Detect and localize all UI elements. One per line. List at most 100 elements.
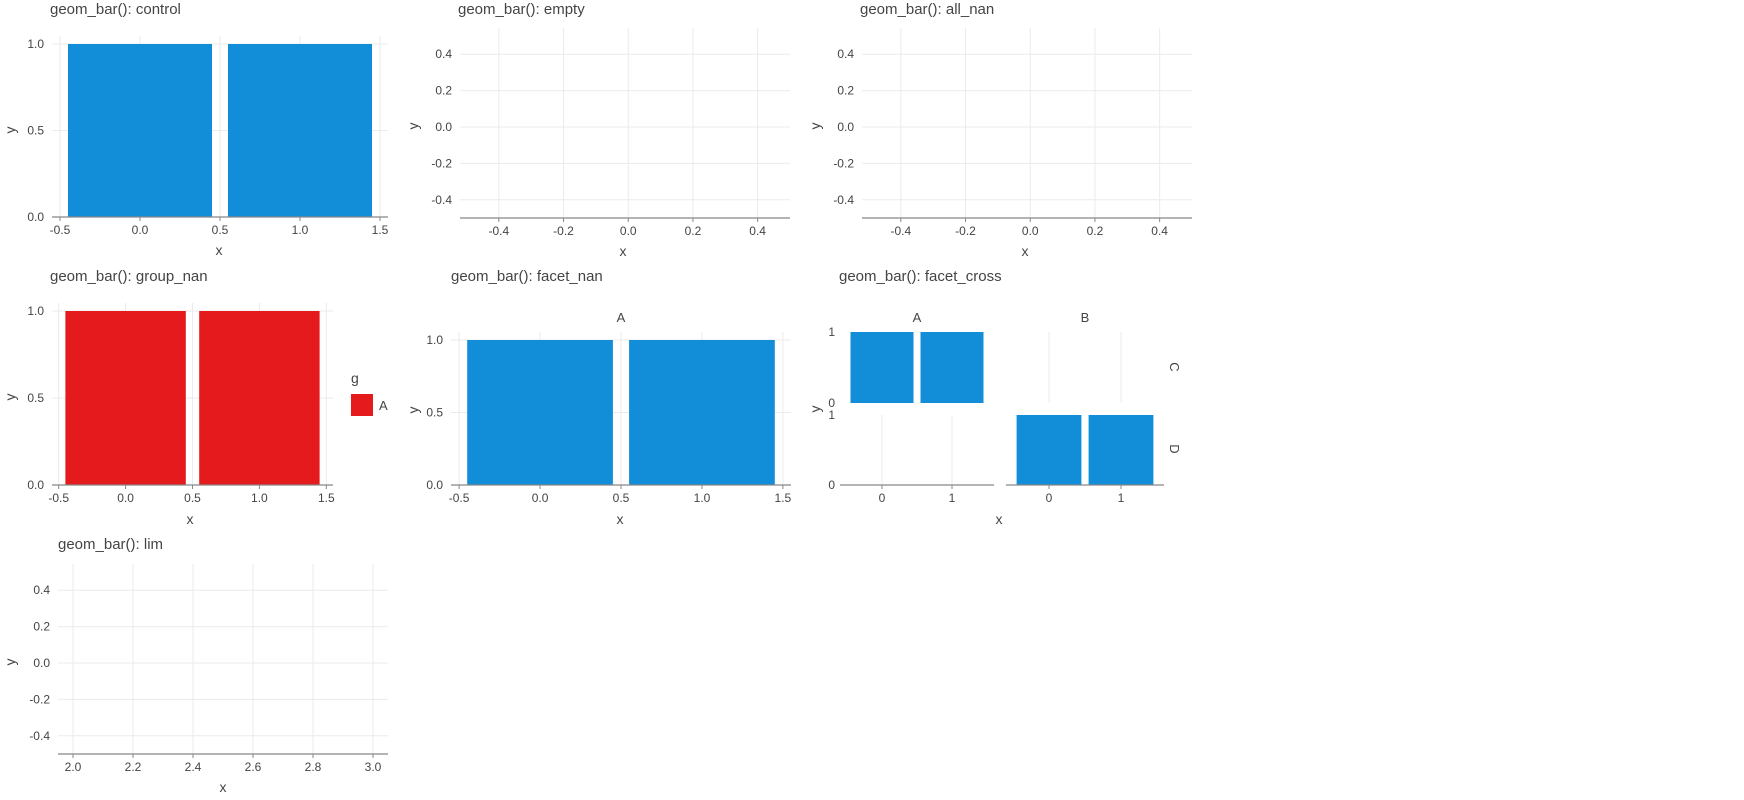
facet-cross-x-tick-label: 0	[1046, 491, 1053, 505]
empty-y-tick-label: 0.0	[435, 120, 452, 134]
lim-y-tick-label: -0.4	[29, 729, 50, 743]
all_nan-y-tick-label: 0.4	[837, 47, 854, 61]
empty-y-axis-title: y	[405, 123, 421, 130]
facet-cross-y-axis-title: y	[807, 406, 823, 413]
empty-x-tick-label: -0.4	[488, 224, 509, 238]
chart-title-control: geom_bar(): control	[50, 1, 181, 18]
all_nan-y-tick-label: 0.0	[837, 120, 854, 134]
facet-cross-x-tick-label: 1	[949, 491, 956, 505]
all_nan-y-axis-title: y	[807, 123, 823, 130]
facet-cross-col-strip: A	[913, 310, 922, 325]
group_nan-y-axis-title: y	[2, 394, 18, 401]
chart-title-empty: geom_bar(): empty	[458, 1, 585, 18]
control-x-tick-label: -0.5	[50, 223, 71, 237]
facet_nan-strip-label: A	[617, 310, 626, 325]
empty-x-tick-label: 0.2	[685, 224, 702, 238]
lim-x-tick-label: 2.4	[185, 760, 202, 774]
group_nan-x-tick-label: 1.0	[251, 491, 268, 505]
empty-y-tick-label: -0.2	[431, 156, 452, 170]
lim-x-tick-label: 2.6	[245, 760, 262, 774]
control-y-tick-label: 0.0	[27, 210, 44, 224]
facet-cross-bar	[1088, 415, 1154, 485]
control-y-tick-label: 1.0	[27, 37, 44, 51]
chart-title-facet-nan: geom_bar(): facet_nan	[451, 268, 603, 285]
empty-x-tick-label: 0.0	[620, 224, 637, 238]
facet_nan-x-axis-title: x	[617, 511, 624, 527]
all_nan-y-tick-label: -0.2	[833, 156, 854, 170]
facet-cross-row-strip: D	[1167, 444, 1182, 453]
chart-title-all-nan: geom_bar(): all_nan	[860, 1, 995, 18]
facet-cross-row-strip: C	[1167, 362, 1182, 371]
facet_nan-y-tick-label: 0.0	[426, 478, 443, 492]
lim-x-tick-label: 2.8	[305, 760, 322, 774]
chart-title-group-nan: geom_bar(): group_nan	[50, 268, 208, 285]
lim-x-tick-label: 3.0	[365, 760, 382, 774]
all_nan-x-tick-label: 0.4	[1151, 224, 1168, 238]
control-y-tick-label: 0.5	[27, 124, 44, 138]
empty-x-tick-label: -0.2	[553, 224, 574, 238]
facet-cross-bar	[850, 332, 914, 403]
facet-cross-y-tick-label: 1	[828, 408, 835, 422]
control-x-tick-label: 1.0	[292, 223, 309, 237]
group_nan-y-tick-label: 0.0	[27, 478, 44, 492]
facet_nan-x-tick-label: 0.5	[613, 491, 630, 505]
facet-cross-y-tick-label: 1	[828, 325, 835, 339]
facet_nan-x-tick-label: 1.5	[775, 491, 792, 505]
facet_nan-x-tick-label: -0.5	[449, 491, 470, 505]
control-x-tick-label: 0.0	[132, 223, 149, 237]
facet_nan-x-tick-label: 0.0	[532, 491, 549, 505]
facet-cross-y-tick-label: 0	[828, 478, 835, 492]
facet_nan-y-tick-label: 1.0	[426, 333, 443, 347]
facet_nan-bar	[629, 340, 775, 485]
empty-y-tick-label: 0.4	[435, 47, 452, 61]
facet_nan-y-tick-label: 0.5	[426, 406, 443, 420]
group_nan-legend-label: A	[379, 398, 388, 413]
group_nan-bar	[65, 311, 186, 485]
facet-cross-y-tick-label: 0	[828, 396, 835, 410]
control-y-axis-title: y	[2, 127, 18, 134]
facet-cross-x-axis-title: x	[996, 511, 1003, 527]
group_nan-x-tick-label: 0.5	[184, 491, 201, 505]
control-x-tick-label: 1.5	[372, 223, 389, 237]
facet-cross-bar	[920, 332, 984, 403]
lim-y-tick-label: 0.0	[33, 656, 50, 670]
all_nan-x-tick-label: -0.4	[890, 224, 911, 238]
lim-y-tick-label: 0.4	[33, 583, 50, 597]
lim-y-axis-title: y	[2, 659, 18, 666]
control-bar	[68, 44, 212, 217]
lim-y-tick-label: 0.2	[33, 620, 50, 634]
group_nan-x-tick-label: -0.5	[48, 491, 69, 505]
facet-cross-x-tick-label: 1	[1118, 491, 1125, 505]
all_nan-y-tick-label: -0.4	[833, 193, 854, 207]
lim-x-axis-title: x	[220, 779, 227, 795]
all_nan-x-tick-label: 0.2	[1087, 224, 1104, 238]
all_nan-x-axis-title: x	[1022, 243, 1029, 259]
lim-y-tick-label: -0.2	[29, 692, 50, 706]
facet_nan-x-tick-label: 1.0	[694, 491, 711, 505]
group_nan-y-tick-label: 1.0	[27, 304, 44, 318]
group_nan-x-tick-label: 1.5	[318, 491, 335, 505]
facet_nan-y-axis-title: y	[405, 407, 421, 414]
all_nan-x-tick-label: 0.0	[1022, 224, 1039, 238]
facet-cross-x-tick-label: 0	[879, 491, 886, 505]
group_nan-x-tick-label: 0.0	[117, 491, 134, 505]
facet-cross-col-strip: B	[1081, 310, 1090, 325]
facet-cross-bar	[1016, 415, 1082, 485]
group_nan-x-axis-title: x	[187, 511, 194, 527]
group_nan-legend-title: g	[351, 370, 359, 386]
empty-y-tick-label: -0.4	[431, 193, 452, 207]
all_nan-x-tick-label: -0.2	[955, 224, 976, 238]
facet_nan-bar	[467, 340, 613, 485]
group_nan-legend-swatch	[351, 394, 373, 416]
lim-x-tick-label: 2.2	[125, 760, 142, 774]
empty-y-tick-label: 0.2	[435, 84, 452, 98]
group_nan-bar	[199, 311, 320, 485]
group_nan-y-tick-label: 0.5	[27, 391, 44, 405]
chart-title-facet-cross: geom_bar(): facet_cross	[839, 268, 1002, 285]
empty-x-tick-label: 0.4	[749, 224, 766, 238]
control-bar	[228, 44, 372, 217]
control-x-axis-title: x	[216, 242, 223, 258]
control-x-tick-label: 0.5	[212, 223, 229, 237]
lim-x-tick-label: 2.0	[65, 760, 82, 774]
